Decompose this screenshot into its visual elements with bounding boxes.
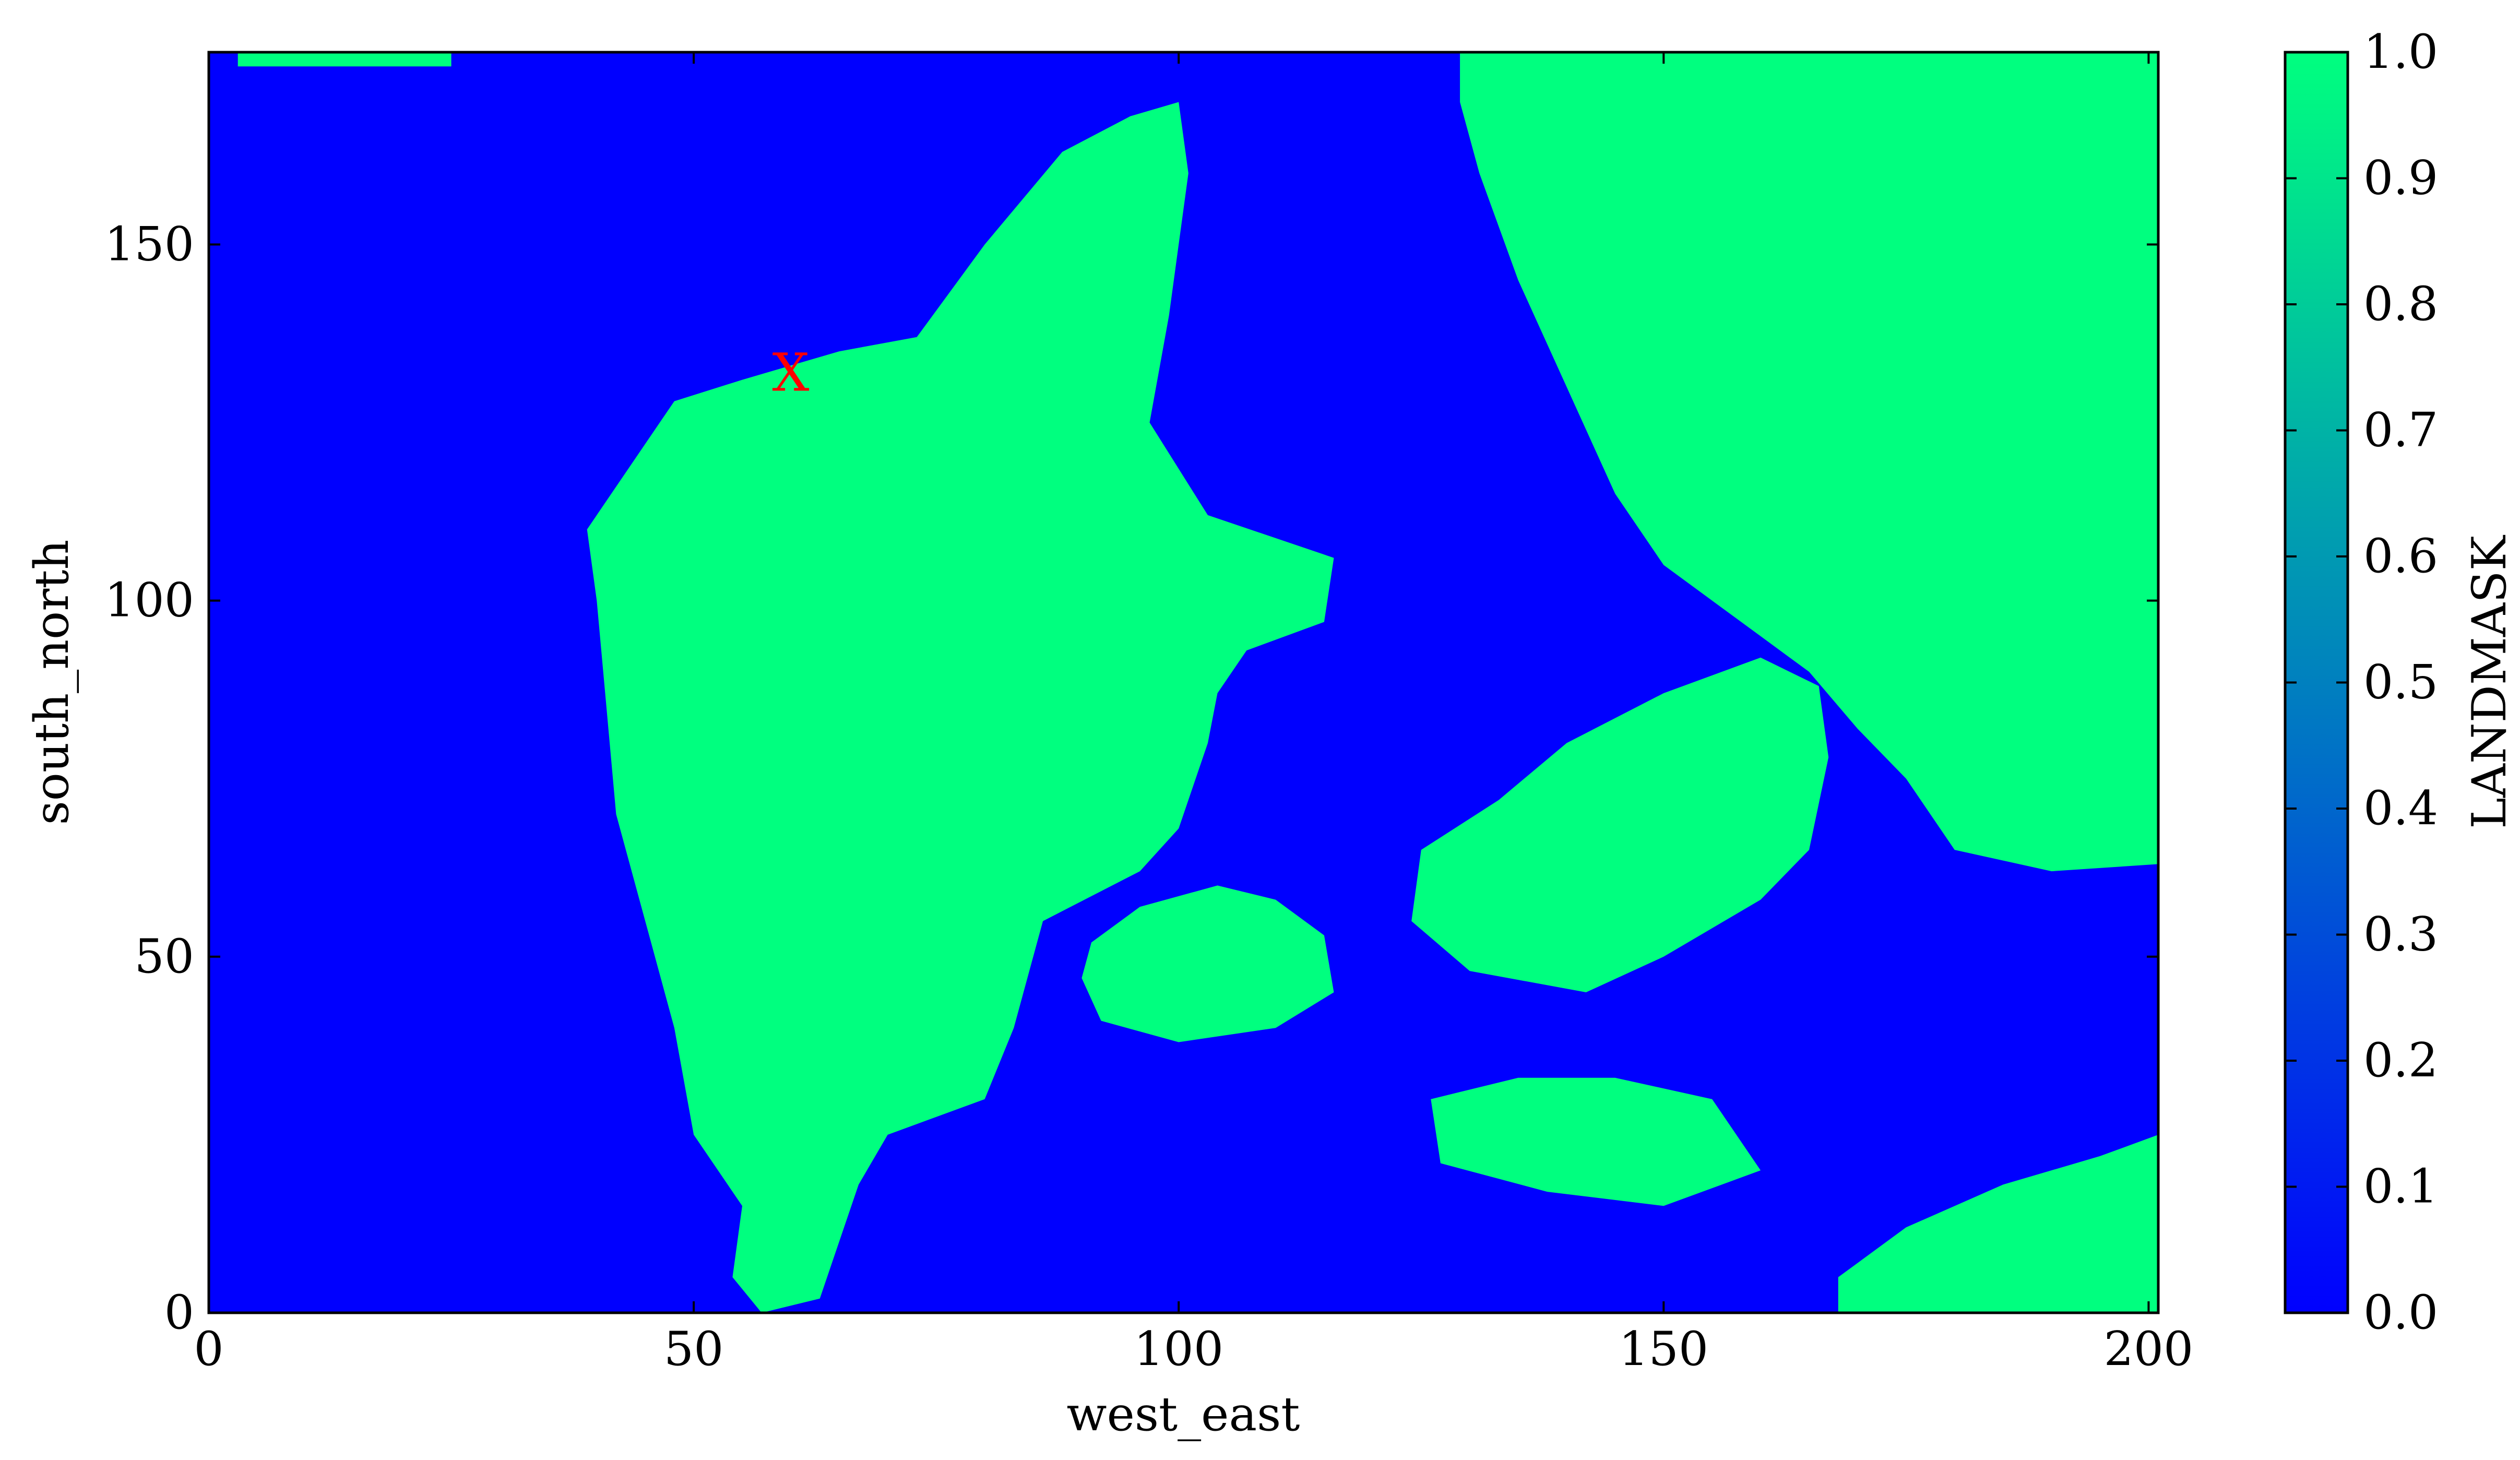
land-region-north-strip — [237, 52, 451, 67]
colorbar-tick-label: 0.4 — [2363, 781, 2438, 836]
x-tick-label: 200 — [2104, 1322, 2194, 1376]
colorbar-tick-label: 0.6 — [2363, 529, 2438, 584]
land-region-lolland — [1431, 1077, 1761, 1206]
colorbar-tick-label: 1.0 — [2363, 25, 2438, 79]
land-region-funen — [1081, 885, 1334, 1042]
land-region-sweden — [1460, 52, 2158, 872]
colorbar-tick-label: 0.8 — [2363, 277, 2438, 331]
land-region-zealand — [1411, 657, 1829, 992]
x-tick-label: 50 — [664, 1322, 724, 1376]
colorbar-tick-label: 0.9 — [2363, 151, 2438, 206]
x-tick-label: 150 — [1619, 1322, 1708, 1376]
colorbar-tick-label: 0.1 — [2363, 1159, 2438, 1214]
colorbar: 0.0 0.1 0.2 0.3 0.4 0.5 0.6 0.7 0.8 0.9 1.0 LANDMA… — [2284, 25, 2517, 1340]
colorbar-tick-label: 0.5 — [2363, 655, 2438, 710]
y-axis-title: south_north — [25, 540, 79, 825]
point-marker: X — [772, 342, 809, 403]
y-tick-label: 100 — [104, 573, 194, 628]
land-region-germany-se — [1838, 1134, 2158, 1313]
plot-area — [209, 52, 2158, 1313]
x-axis: 0 50 100 150 200 — [194, 52, 2193, 1376]
y-tick-label: 0 — [164, 1285, 194, 1340]
x-axis-title: west_east — [1067, 1387, 1300, 1442]
x-tick-label: 100 — [1134, 1322, 1223, 1376]
land-layer — [237, 52, 2158, 1313]
colorbar-tick-label: 0.0 — [2363, 1285, 2438, 1340]
y-axis: 0 50 100 150 — [104, 217, 2158, 1340]
y-tick-label: 150 — [104, 217, 194, 271]
land-region-jutland — [587, 102, 1334, 1313]
colorbar-ticks: 0.0 0.1 0.2 0.3 0.4 0.5 0.6 0.7 0.8 0.9 1.0 — [2285, 25, 2438, 1340]
colorbar-tick-label: 0.7 — [2363, 403, 2438, 458]
colorbar-tick-label: 0.3 — [2363, 907, 2438, 962]
colorbar-tick-label: 0.2 — [2363, 1033, 2438, 1088]
x-tick-label: 0 — [194, 1322, 223, 1376]
y-tick-label: 50 — [134, 929, 194, 984]
plot-frame — [207, 51, 2160, 1314]
colorbar-title: LANDMASK — [2462, 535, 2517, 828]
